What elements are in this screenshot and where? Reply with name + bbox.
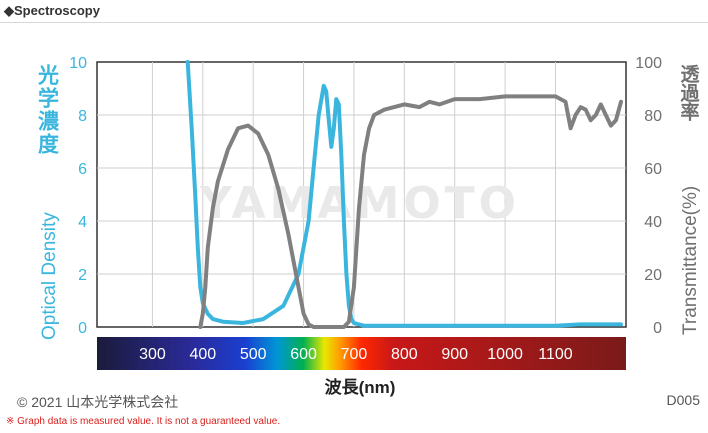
x-tick-label: 900 <box>441 346 468 363</box>
x-tick-label: 400 <box>189 346 216 363</box>
left-tick-label: 2 <box>78 267 87 284</box>
right-tick-label: 0 <box>653 320 662 337</box>
right-axis-label: Transmittance(%) <box>680 186 701 335</box>
right-tick-label: 80 <box>644 108 662 125</box>
series-group <box>185 60 623 329</box>
disclaimer-note: ※ Graph data is measured value. It is no… <box>6 416 281 427</box>
x-tick-label: 300 <box>139 346 166 363</box>
x-tick-label: 1100 <box>538 346 573 363</box>
right-tick-label: 60 <box>644 161 662 178</box>
left-tick-label: 4 <box>78 214 87 231</box>
x-tick-label: 1000 <box>487 346 523 363</box>
right-axis-label-ja: 透過率 <box>678 64 700 122</box>
right-tick-label: 20 <box>644 267 662 284</box>
left-tick-label: 0 <box>78 320 87 337</box>
figure-code: D005 <box>666 392 700 408</box>
header-bar: ◆Spectroscopy <box>0 0 708 23</box>
x-tick-label: 600 <box>290 346 317 363</box>
x-tick-label: 500 <box>240 346 267 363</box>
series-line-transmittance <box>198 94 623 329</box>
left-axis-label: Optical Density <box>39 212 60 340</box>
x-tick-label: 700 <box>341 346 368 363</box>
right-axis-ticks: 0 20 40 60 80 100 <box>635 55 662 337</box>
series-line-optical-density <box>185 60 623 328</box>
left-axis-label-ja: 光学濃度 <box>36 64 61 156</box>
left-axis-ticks: 0 2 4 6 8 10 <box>69 55 87 337</box>
x-tick-label: 800 <box>391 346 418 363</box>
section-title: ◆Spectroscopy <box>4 3 100 18</box>
left-tick-label: 8 <box>78 108 87 125</box>
left-tick-label: 10 <box>69 55 87 72</box>
x-axis-ticks: 300 400 500 600 700 800 900 1000 1100 <box>139 346 573 363</box>
right-tick-label: 40 <box>644 214 662 231</box>
right-tick-label: 100 <box>635 55 662 72</box>
spectrum-bar <box>97 337 626 370</box>
left-tick-label: 6 <box>78 161 87 178</box>
copyright-text: © 2021 山本光学株式会社 <box>17 394 179 410</box>
x-axis-label: 波長(nm) <box>325 377 396 397</box>
